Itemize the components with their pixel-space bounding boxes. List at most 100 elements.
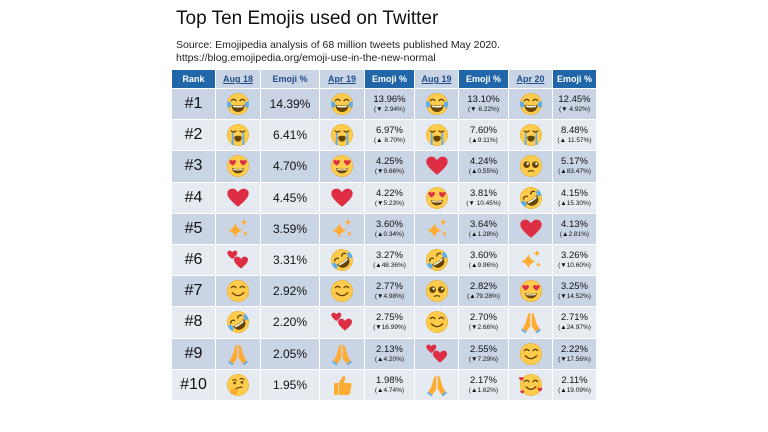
percent-cell: 2.75% (▼16.99%) — [364, 306, 415, 339]
emoji-cell — [215, 337, 261, 370]
emoji-cell — [508, 306, 553, 339]
header-aug-18: Aug 18 — [215, 69, 261, 89]
percent-cell: 6.97% (▲ 8.70%) — [364, 119, 415, 152]
percent-cell: 2.70% (▼2.66%) — [458, 306, 509, 339]
percent-cell: 2.17% (▲1.62%) — [458, 368, 509, 401]
folded-hands-icon — [228, 344, 248, 365]
percent-change: (▼10.60%) — [558, 262, 591, 270]
percent-value: 3.60% — [376, 218, 403, 230]
emoji-cell — [215, 212, 261, 245]
percent-change: (▼5.23%) — [374, 199, 405, 207]
rolling-on-floor-laughing-icon — [227, 311, 249, 334]
heart-eyes-icon — [425, 186, 448, 209]
percent-value: 2.75% — [376, 312, 403, 324]
emoji-cell — [319, 306, 365, 339]
percent-value: 5.17% — [561, 156, 588, 168]
rank-cell: #3 — [171, 150, 216, 183]
percent-value: 2.55% — [470, 343, 497, 355]
percent-value: 2.77% — [376, 281, 403, 293]
percent-cell: 14.39% — [260, 87, 320, 121]
emoji-cell — [414, 275, 459, 308]
emoji-cell — [508, 181, 553, 214]
percent-value: 3.25% — [561, 281, 588, 293]
emoji-cell — [319, 212, 365, 245]
percent-change: (▼16.99%) — [373, 324, 406, 332]
percent-cell: 4.24% (▲0.55%) — [458, 150, 509, 183]
percent-change: (▲15.30%) — [558, 199, 591, 207]
percent-change: (▼2.66%) — [468, 324, 499, 332]
rank-cell: #5 — [171, 212, 216, 245]
face-with-tears-of-joy-icon — [425, 93, 448, 116]
emoji-cell — [215, 275, 261, 308]
source-note: Source: Emojipedia analysis of 68 millio… — [176, 39, 500, 51]
percent-cell: 4.45% — [260, 181, 320, 214]
percent-cell: 2.11% (▲19.09%) — [552, 368, 597, 401]
percent-change: (▲9.11%) — [469, 137, 498, 145]
red-heart-icon — [425, 157, 448, 176]
percent-cell: 4.13% (▲2.81%) — [552, 212, 597, 245]
emoji-cell — [319, 150, 365, 183]
emoji-cell — [414, 181, 459, 214]
table-row: #6 3.31% 3.27% (▲48.36%) 3.60% (▲9.96%) 3.26%(… — [171, 243, 597, 277]
emoji-cell — [414, 119, 459, 152]
face-with-tears-of-joy-icon — [330, 93, 354, 116]
emoji-cell — [319, 181, 365, 214]
percent-value: 6.97% — [376, 125, 403, 137]
loudly-crying-face-icon — [227, 124, 249, 147]
emoji-table: Rank Aug 18 Emoji % Apr 19 Emoji % Aug 1… — [171, 69, 597, 401]
percent-cell: 4.25% (▼9.66%) — [364, 150, 415, 183]
table-row: #8 2.20% 2.75% (▼16.99%) 2.70% (▼2.66%) 2.71%(… — [171, 306, 597, 339]
face-with-tears-of-joy-icon — [519, 93, 542, 116]
emoji-cell — [414, 150, 459, 183]
emoji-cell — [215, 243, 261, 277]
percent-change: (▲4.74%) — [374, 386, 405, 394]
header-aug-19: Aug 19 — [414, 69, 459, 89]
percent-value: 4.24% — [470, 156, 497, 168]
source-url: https://blog.emojipedia.org/emoji-use-in… — [176, 52, 436, 64]
percent-cell: 2.05% — [260, 337, 320, 370]
percent-cell: 3.60% (▲0.34%) — [364, 212, 415, 245]
table-row: #2 6.41% 6.97% (▲ 8.70%) 7.60% (▲9.11%) 8.48%(… — [171, 119, 597, 152]
percent-cell: 2.20% — [260, 306, 320, 339]
percent-change: (▼ 2.94%) — [374, 106, 405, 114]
emoji-cell — [508, 337, 553, 370]
folded-hands-icon — [332, 344, 352, 365]
percent-value: 12.45% — [558, 94, 591, 106]
percent-value: 2.13% — [376, 343, 403, 355]
percent-change: (▲1.28%) — [468, 230, 499, 238]
percent-cell: 3.59% — [260, 212, 320, 245]
emoji-cell — [508, 150, 553, 183]
sparkles-icon — [228, 218, 248, 238]
percent-cell: 12.45% (▼ 4.92%) — [552, 87, 597, 121]
table-row: #10 1.95% 1.98% (▲4.74%) 2.17% (▲1.62%) 2.11%(… — [171, 368, 597, 401]
percent-change: (▲19.09%) — [558, 386, 591, 394]
percent-cell: 13.10% (▼ 6.22%) — [458, 87, 509, 121]
emoji-cell — [319, 337, 365, 370]
heart-eyes-icon — [227, 155, 249, 178]
emoji-cell — [508, 212, 553, 245]
percent-cell: 2.92% — [260, 275, 320, 308]
emoji-cell — [414, 337, 459, 370]
table-row: #9 2.05% 2.13% (▲4.20%) 2.55% (▼7.29%) 2.22% (▼… — [171, 337, 597, 370]
percent-cell: 3.31% — [260, 243, 320, 277]
sparkles-icon — [332, 218, 352, 238]
smiling-face-with-hearts-icon — [518, 373, 542, 396]
percent-cell: 3.60% (▲9.96%) — [458, 243, 509, 277]
percent-change: (▲4.20%) — [374, 355, 405, 363]
percent-change: (▲ 8.70%) — [374, 137, 405, 145]
smiling-face-with-smiling-eyes-icon — [331, 280, 353, 303]
percent-value: 1.98% — [376, 374, 403, 386]
emoji-cell — [508, 119, 553, 152]
percent-cell: 3.26% (▼10.60%) — [552, 243, 597, 277]
loudly-crying-face-icon — [425, 124, 448, 147]
table-row: #4 4.45% 4.22% (▼5.23%) 3.81% (▼ 10.45%) 4.15%… — [171, 181, 597, 214]
sparkles-icon — [426, 218, 447, 238]
emoji-cell — [508, 243, 553, 277]
emoji-cell — [215, 150, 261, 183]
header-apr-20: Apr 20 — [508, 69, 553, 89]
percent-change: (▲2.81%) — [559, 230, 590, 238]
percent-cell: 2.77% (▼4.98%) — [364, 275, 415, 308]
percent-change: (▲1.62%) — [468, 386, 499, 394]
percent-cell: 8.48% (▲ 11.57%) — [552, 119, 597, 152]
emoji-cell — [414, 243, 459, 277]
